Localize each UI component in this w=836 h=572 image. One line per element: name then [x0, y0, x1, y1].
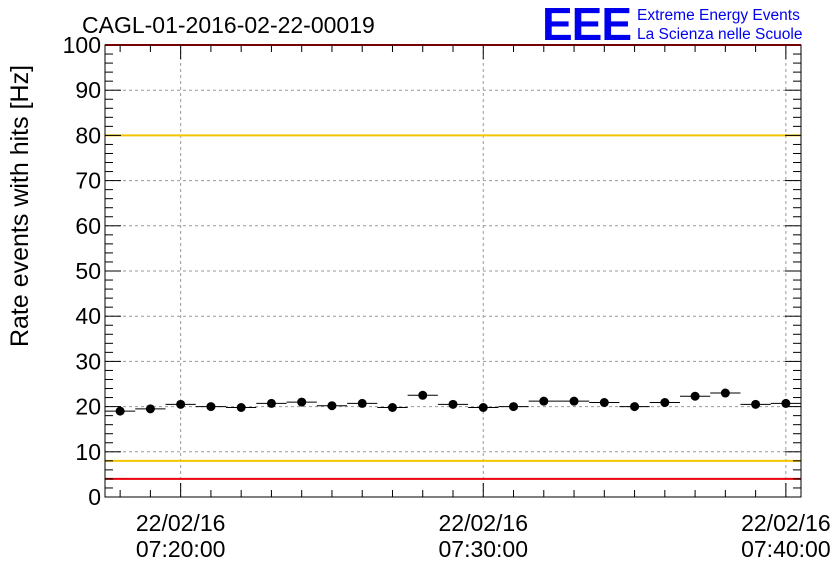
y-tick-label: 30 — [75, 348, 101, 374]
logo-mark: EEE — [542, 0, 631, 50]
data-point — [770, 398, 801, 408]
reference-lines — [105, 44, 801, 480]
point-marker — [478, 403, 488, 413]
data-point — [377, 403, 408, 413]
point-marker — [448, 399, 458, 409]
point-marker — [599, 398, 609, 408]
data-point — [437, 399, 469, 409]
data-point — [316, 401, 348, 411]
point-marker — [418, 390, 428, 400]
x-tick-time: 07:20:00 — [136, 536, 226, 562]
data-point — [226, 403, 257, 413]
point-marker — [297, 397, 307, 407]
x-tick-time: 07:30:00 — [438, 536, 528, 562]
point-marker — [509, 402, 519, 412]
eee-logo: EEE Extreme Energy Events La Scienza nel… — [542, 0, 802, 50]
y-tick-label: 40 — [75, 303, 101, 329]
logo-line1: Extreme Energy Events — [637, 7, 800, 24]
point-marker — [357, 398, 367, 408]
data-point — [528, 396, 559, 406]
x-tick-date: 22/02/16 — [438, 510, 528, 536]
data-point — [165, 399, 196, 409]
x-tick-date: 22/02/16 — [136, 510, 226, 536]
data-point — [195, 402, 227, 412]
point-marker — [569, 396, 579, 406]
data-point — [589, 398, 620, 408]
data-point — [256, 398, 287, 408]
x-tick-time: 07:40:00 — [741, 536, 831, 562]
point-marker — [630, 402, 640, 412]
point-marker — [266, 398, 276, 408]
y-tick-label: 70 — [75, 168, 101, 194]
point-marker — [720, 388, 730, 398]
data-point — [558, 396, 590, 406]
y-axis-label: Rate events with hits [Hz] — [6, 65, 34, 347]
chart-title: CAGL-01-2016-02-22-00019 — [82, 12, 375, 38]
point-marker — [176, 399, 186, 409]
data-series — [105, 388, 801, 416]
data-point — [710, 388, 741, 398]
data-point — [135, 404, 166, 414]
data-point — [619, 402, 650, 412]
y-tick-label: 60 — [75, 213, 101, 239]
y-tick-label: 0 — [88, 484, 101, 510]
point-marker — [327, 401, 337, 411]
point-marker — [115, 406, 125, 416]
point-marker — [751, 399, 761, 409]
data-point — [468, 403, 499, 413]
data-point — [347, 398, 378, 408]
point-marker — [690, 391, 700, 401]
y-tick-label: 10 — [75, 439, 101, 465]
data-point — [286, 397, 317, 407]
data-point — [498, 402, 529, 412]
point-marker — [206, 402, 216, 412]
data-point — [649, 398, 680, 408]
point-marker — [660, 398, 670, 408]
point-marker — [236, 403, 246, 413]
y-tick-label: 50 — [75, 258, 101, 284]
point-marker — [781, 398, 791, 408]
y-tick-label: 20 — [75, 394, 101, 420]
point-marker — [145, 404, 155, 414]
logo-line2: La Scienza nelle Scuole — [637, 26, 802, 43]
y-tick-label: 90 — [75, 77, 101, 103]
y-tick-label: 80 — [75, 122, 101, 148]
point-marker — [387, 403, 397, 413]
data-point — [105, 406, 136, 416]
data-point — [740, 399, 771, 409]
grid-lines — [105, 45, 801, 497]
y-tick-label: 100 — [63, 32, 101, 58]
point-marker — [539, 396, 549, 406]
data-point — [679, 391, 711, 401]
data-point — [407, 390, 438, 400]
y-axis: 0 10 20 30 40 50 60 70 80 90 100 — [63, 32, 801, 510]
x-tick-date: 22/02/16 — [741, 510, 831, 536]
x-axis: 22/02/1607:20:0022/02/1607:30:0022/02/16… — [119, 45, 831, 562]
